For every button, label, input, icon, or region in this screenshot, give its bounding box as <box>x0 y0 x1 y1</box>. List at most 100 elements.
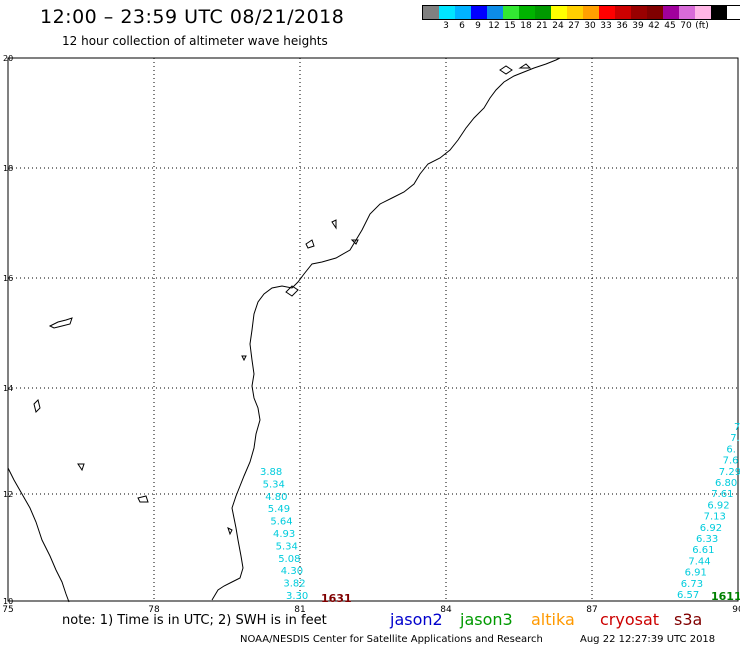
colorbar-swatch <box>519 6 535 19</box>
colorbar-label: (ft) <box>695 21 709 31</box>
wave-height-label: 5.08 <box>278 554 300 565</box>
island-small-2 <box>77 463 85 472</box>
colorbar-swatch <box>455 6 471 19</box>
colorbar-swatch <box>647 6 663 19</box>
wave-height-label: 7.44 <box>688 556 710 567</box>
island-small-3 <box>137 495 149 503</box>
colorbar-swatch <box>535 6 551 19</box>
colorbar-swatch <box>695 6 711 19</box>
colorbar-label: 33 <box>600 21 612 31</box>
wave-height-label: 7 <box>734 422 740 433</box>
colorbar-swatch <box>599 6 615 19</box>
colorbar-label: 42 <box>648 21 660 31</box>
wave-height-label: 4.93 <box>273 529 295 540</box>
colorbar-label: 39 <box>632 21 644 31</box>
coastline-mainland <box>7 57 561 603</box>
colorbar-label: 30 <box>584 21 596 31</box>
colorbar-label: 15 <box>504 21 516 31</box>
wave-height-label: 7. <box>730 433 740 444</box>
legend-jason2: jason2 <box>390 610 443 629</box>
colorbar-swatches <box>422 5 740 20</box>
legend-jason3: jason3 <box>460 610 513 629</box>
map-frame <box>7 57 739 602</box>
legend-altika: altika <box>531 610 575 629</box>
lon-tick-label: 75 <box>2 605 13 615</box>
colorbar-swatch <box>567 6 583 19</box>
wave-height-label: 7.29 <box>719 467 740 478</box>
track-id-label: 1611 <box>711 590 740 603</box>
colorbar-label: 9 <box>475 21 481 31</box>
colorbar-swatch <box>551 6 567 19</box>
track-1611-labels: 77.6.7.67.296.807.616.927.136.926.336.61… <box>677 422 740 603</box>
wave-height-label: 6.73 <box>681 579 703 590</box>
lat-tick-label: 18 <box>3 164 13 173</box>
island-small-1 <box>33 399 41 413</box>
legend-s3a: s3a <box>674 610 703 629</box>
island-west <box>48 317 73 329</box>
timestamp-text: Aug 22 12:27:39 UTC 2018 <box>580 634 716 645</box>
colorbar-swatch <box>711 6 727 19</box>
colorbar-swatch <box>503 6 519 19</box>
colorbar-label: 18 <box>520 21 532 31</box>
colorbar-label: 24 <box>552 21 564 31</box>
credit-text: NOAA/NESDIS Center for Satellite Applica… <box>240 634 543 645</box>
lat-tick-label: 16 <box>3 274 13 283</box>
track-id-label: 1631 <box>321 592 352 605</box>
track-1631-labels: 3.885.344.805.495.644.935.345.084.303.82… <box>260 467 352 605</box>
colorbar-swatch <box>663 6 679 19</box>
colorbar-label: 21 <box>536 21 548 31</box>
lon-tick-label: 90 <box>732 605 740 615</box>
coastline <box>7 57 561 603</box>
wave-height-label: 3.30 <box>286 591 308 602</box>
colorbar-label: 36 <box>616 21 628 31</box>
footer-note: note: 1) Time is in UTC; 2) SWH is in fe… <box>62 613 327 628</box>
coastline-detail <box>285 63 532 297</box>
colorbar-labels: 3 6 9 12 15 18 21 24 27 30 33 36 39 42 45 70 (ft) <box>422 20 740 32</box>
lat-tick-label: 14 <box>3 384 13 393</box>
colorbar-swatch <box>487 6 503 19</box>
wave-height-label: 6.92 <box>707 500 729 511</box>
colorbar-label: 27 <box>568 21 580 31</box>
wave-height-label: 6.80 <box>715 478 737 489</box>
wave-height-label: 5.49 <box>268 504 290 515</box>
map-subtitle: 12 hour collection of altimeter wave hei… <box>62 34 328 48</box>
wave-height-label: 5.64 <box>270 517 292 528</box>
colorbar-swatch <box>439 6 455 19</box>
lat-tick-label: 12 <box>3 490 13 499</box>
lat-tick-label: 10 <box>3 597 13 606</box>
wave-height-label: 3.88 <box>260 467 282 478</box>
colorbar-label: 45 <box>664 21 676 31</box>
wave-height-label: 7.61 <box>711 489 733 500</box>
wave-height-label: 6.33 <box>696 534 718 545</box>
wave-height-label: 6.91 <box>685 568 707 579</box>
wave-height-label: 6.57 <box>677 590 699 601</box>
wave-height-label: 5.34 <box>263 479 285 490</box>
wave-height-label: 6.61 <box>692 545 714 556</box>
wave-height-label: 4.80 <box>265 492 287 503</box>
wave-height-label: 3.82 <box>283 579 305 590</box>
wave-height-label: 7.6 <box>723 456 739 467</box>
colorbar-label: 70 <box>680 21 692 31</box>
colorbar-swatch <box>615 6 631 19</box>
colorbar-label: 6 <box>459 21 465 31</box>
wave-height-label: 5.34 <box>276 541 298 552</box>
wave-height-label: 7.13 <box>704 512 726 523</box>
wave-height-colorbar: 3 6 9 12 15 18 21 24 27 30 33 36 39 42 45 70 (ft) <box>422 5 740 32</box>
map-title: 12:00 – 23:59 UTC 08/21/2018 <box>40 6 345 28</box>
legend-cryosat: cryosat <box>600 610 660 629</box>
lon-tick-label: 78 <box>148 605 160 615</box>
wave-height-label: 4.30 <box>281 566 303 577</box>
colorbar-swatch <box>471 6 487 19</box>
colorbar-swatch <box>423 6 439 19</box>
lat-tick-label: 20 <box>3 54 13 63</box>
lon-tick-label: 87 <box>586 605 597 615</box>
lon-tick-label: 84 <box>440 605 452 615</box>
lon-tick-label: 81 <box>294 605 305 615</box>
colorbar-label: 3 <box>443 21 449 31</box>
colorbar-swatch <box>631 6 647 19</box>
wave-height-label: 6.92 <box>700 523 722 534</box>
wave-height-label: 6. <box>726 444 736 455</box>
colorbar-swatch <box>583 6 599 19</box>
colorbar-label: 12 <box>488 21 500 31</box>
